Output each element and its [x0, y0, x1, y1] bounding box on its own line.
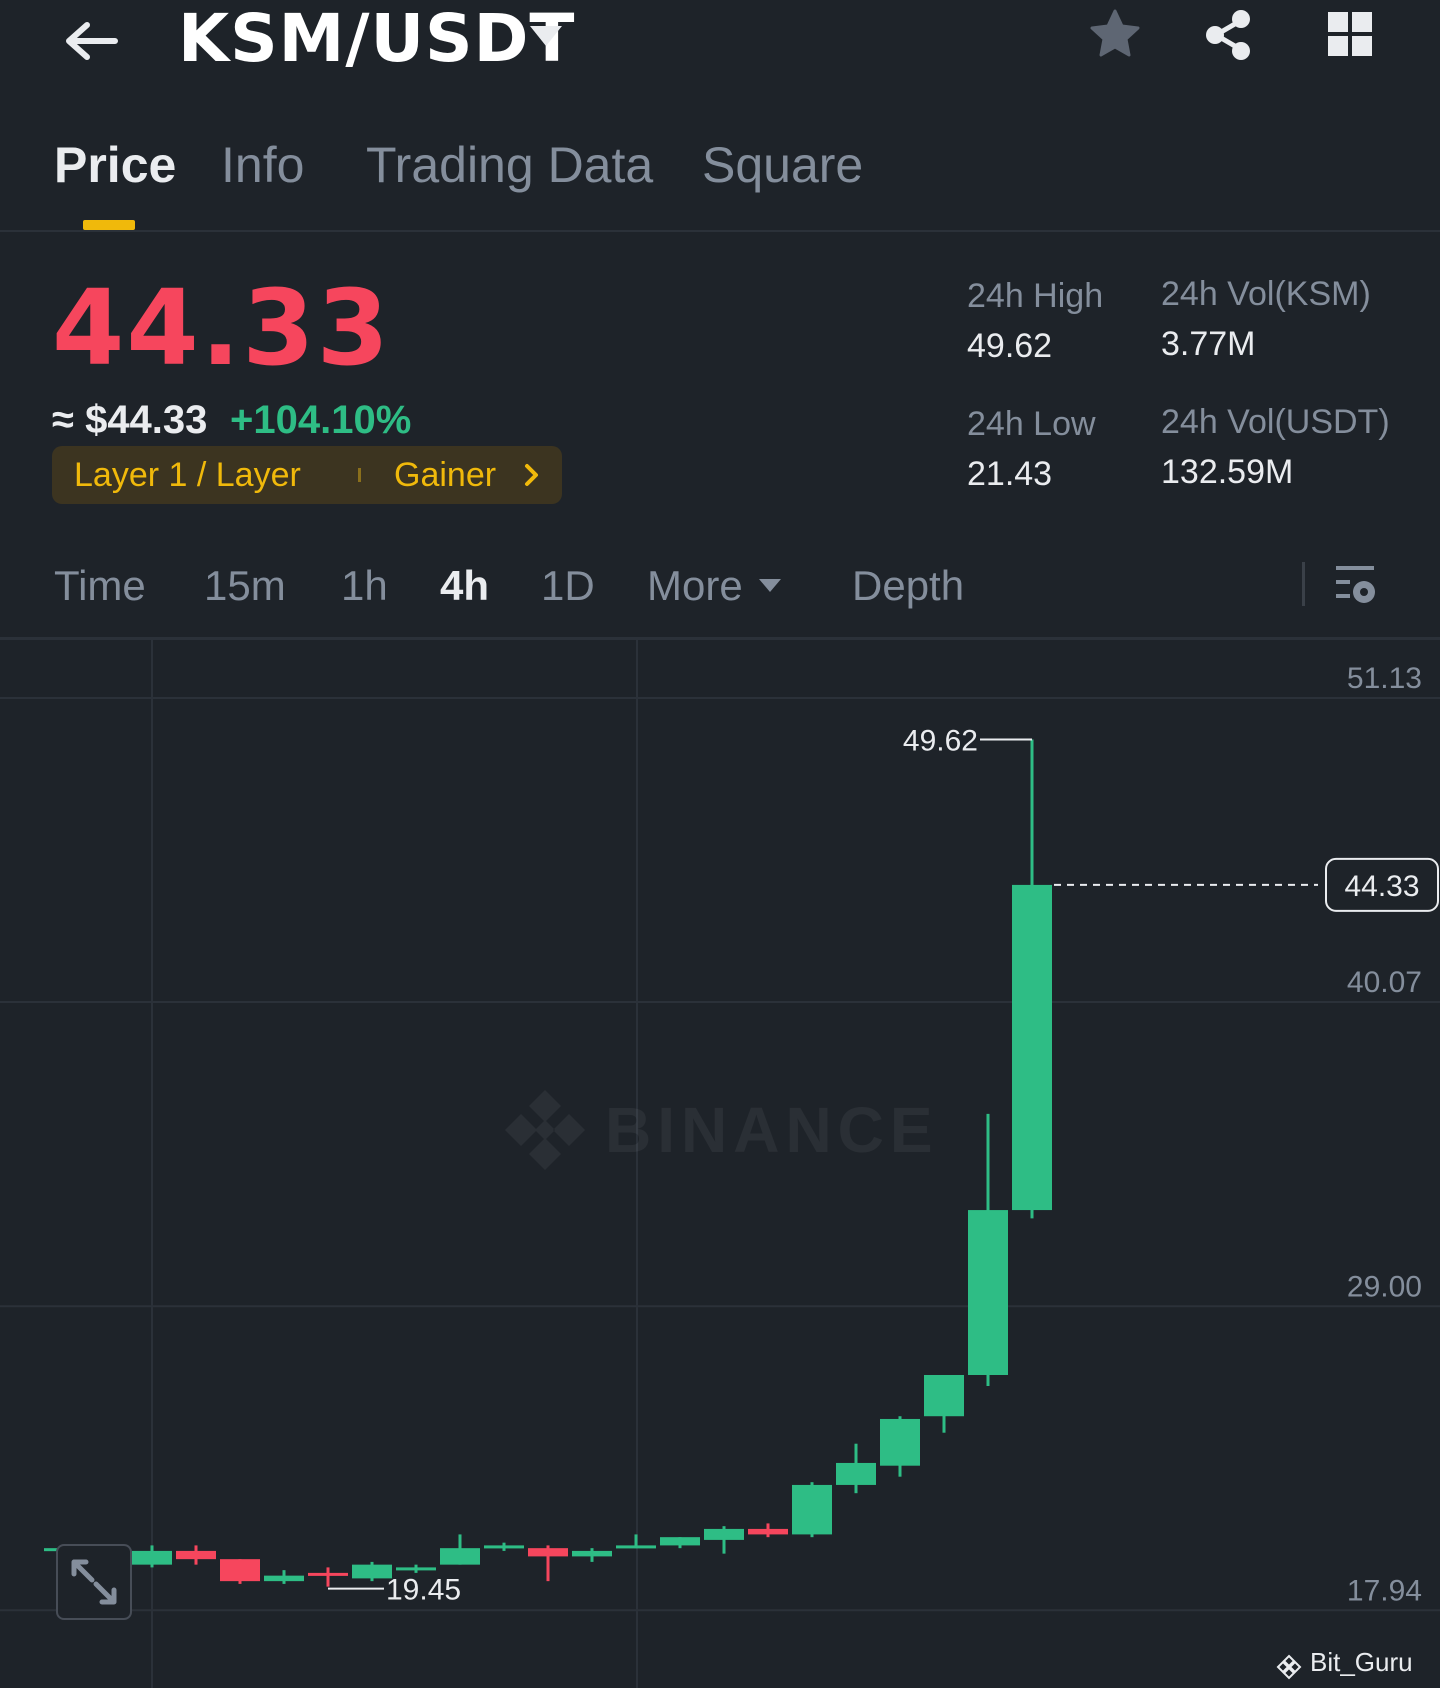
back-arrow-icon[interactable] [56, 6, 126, 76]
tab-info[interactable]: Info [221, 137, 305, 193]
y-tick-label: 40.07 [1347, 966, 1422, 999]
interval-time[interactable]: Time [54, 562, 146, 609]
candle-body [572, 1550, 612, 1557]
stat-low-value: 21.43 [967, 455, 1053, 493]
star-icon[interactable] [1085, 5, 1145, 65]
candle-body [704, 1528, 744, 1540]
grid-icon[interactable] [1322, 8, 1378, 64]
stat-high-value: 49.62 [967, 327, 1053, 365]
interval-depth[interactable]: Depth [852, 562, 965, 609]
low-marker-label: 19.45 [386, 1574, 461, 1607]
interval-more[interactable]: More [647, 562, 743, 609]
candle-body [396, 1567, 436, 1571]
y-tick-label: 17.94 [1347, 1574, 1422, 1607]
interval-1h[interactable]: 1h [341, 562, 388, 609]
candle-body [880, 1418, 920, 1466]
stat-vol-quote-label: 24h Vol(USDT) [1161, 403, 1390, 441]
current-price-label: 44.33 [1344, 870, 1419, 903]
active-tab-indicator [83, 220, 135, 230]
chart-settings-icon[interactable] [1332, 562, 1378, 608]
caret-down-icon[interactable] [758, 578, 782, 594]
candle-body [220, 1559, 260, 1582]
candle-body [968, 1210, 1008, 1375]
candle-body [176, 1550, 216, 1560]
stat-vol-base-value: 3.77M [1161, 325, 1256, 363]
candle-body [836, 1462, 876, 1485]
binance-watermark: BINANCE [505, 1090, 939, 1170]
pair-title[interactable]: KSM/USDT [178, 0, 576, 77]
current-price-box [1325, 857, 1439, 912]
y-tick-label: 51.13 [1347, 662, 1422, 695]
tag-gainer: Gainer [394, 456, 497, 494]
price-change-percent: +104.10% [230, 398, 412, 442]
candle-body [1012, 884, 1052, 1211]
interval-1d[interactable]: 1D [541, 562, 595, 609]
share-icon[interactable] [1198, 5, 1258, 65]
candle-body [924, 1374, 964, 1417]
candle-body [484, 1545, 524, 1549]
caret-down-icon[interactable] [528, 22, 564, 52]
watermark-label: BINANCE [605, 1094, 939, 1166]
high-marker-label: 49.62 [903, 725, 978, 758]
chart-labels: 51.13 40.07 29.00 17.94 49.62 19.45 44.33 [328, 662, 1439, 1607]
stat-vol-quote-value: 132.59M [1161, 453, 1294, 491]
candle-body [616, 1545, 656, 1549]
tab-square[interactable]: Square [702, 137, 864, 193]
candle-body [528, 1548, 568, 1557]
candle-body [352, 1564, 392, 1579]
interval-4h[interactable]: 4h [440, 562, 490, 609]
candle-body [264, 1575, 304, 1582]
tab-price[interactable]: Price [54, 137, 177, 193]
candlestick-chart[interactable]: BINANCE 51.13 40.07 29.00 17.94 49.62 19.45 44… [0, 640, 1440, 1688]
candle-body [660, 1537, 700, 1546]
candle-body [748, 1528, 788, 1535]
y-tick-label: 29.00 [1347, 1270, 1422, 1303]
binance-logo-icon [1276, 1654, 1302, 1680]
main-tabs: Price Info Trading Data Square [0, 120, 1440, 232]
stat-high-label: 24h High [967, 277, 1104, 315]
interval-bar: Time 15m 1h 4h 1D More Depth [0, 548, 1440, 640]
candle-body [132, 1550, 172, 1565]
expand-icon[interactable] [56, 1544, 132, 1620]
tab-trading-data[interactable]: Trading Data [366, 137, 654, 193]
candle-body [440, 1548, 480, 1565]
tag-divider [358, 468, 361, 482]
chart-canvas[interactable]: BINANCE 51.13 40.07 29.00 17.94 49.62 19.45 44… [0, 640, 1440, 1688]
interval-divider [1302, 562, 1305, 606]
stat-low-label: 24h Low [967, 405, 1096, 443]
credit-text: Bit_Guru [1310, 1647, 1413, 1677]
top-bar: KSM/USDT [0, 0, 1440, 90]
usd-equivalent: ≈ $44.33 [52, 398, 208, 442]
last-price: 44.33 [52, 267, 391, 389]
tag-layer: Layer 1 / Layer [74, 456, 301, 494]
category-tag[interactable]: Layer 1 / Layer Gainer [52, 446, 562, 504]
candle-body [792, 1484, 832, 1535]
stat-vol-base-label: 24h Vol(KSM) [1161, 275, 1371, 313]
chart-grid [0, 640, 1440, 1688]
candle-body [308, 1572, 348, 1576]
chevron-right-icon [522, 458, 542, 492]
interval-15m[interactable]: 15m [204, 562, 286, 609]
